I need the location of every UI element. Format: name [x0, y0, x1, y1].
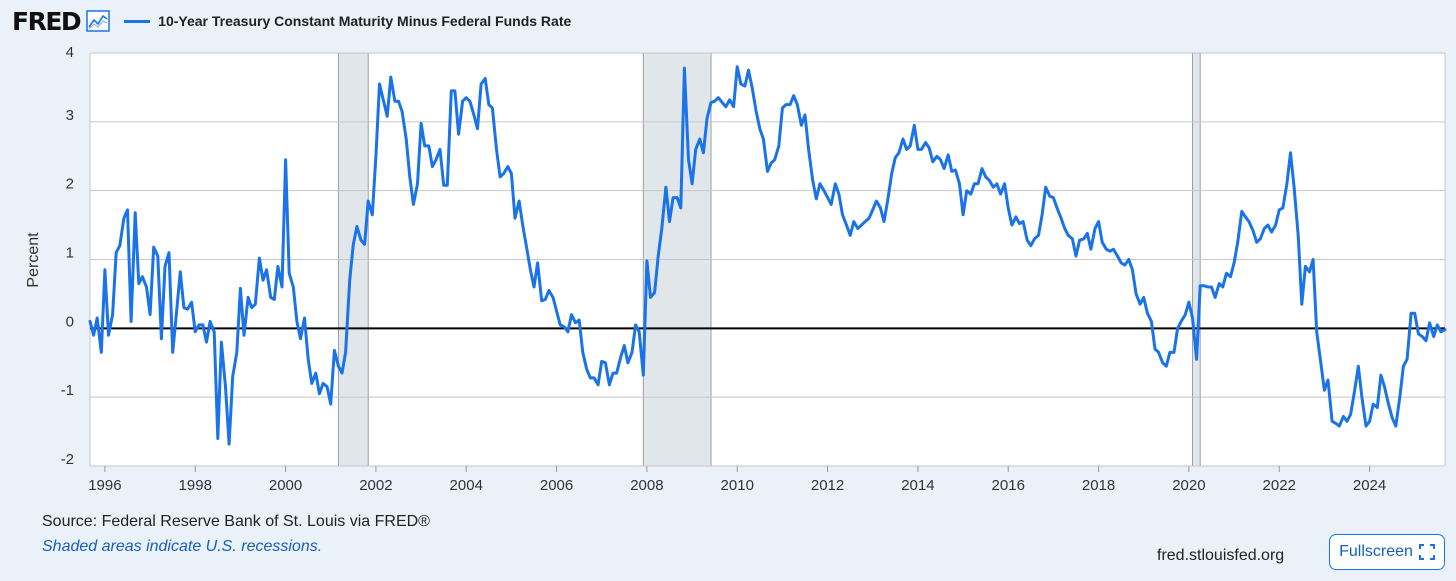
site-link[interactable]: fred.stlouisfed.org	[1157, 547, 1285, 564]
y-axis-label: Percent	[25, 232, 42, 288]
y-tick-label: 1	[66, 245, 74, 262]
y-tick-label: -1	[61, 382, 74, 399]
source-note: Source: Federal Reserve Bank of St. Loui…	[42, 513, 430, 530]
x-tick-label: 2022	[1263, 477, 1296, 494]
recession-note: Shaded areas indicate U.S. recessions.	[42, 538, 323, 555]
line-chart: 4 3 2 1 0 -1 -2 1996 1998 2000 2002 2004 2006 2008 20…	[25, 44, 1447, 494]
x-tick-label: 2014	[901, 477, 934, 494]
series-line	[88, 65, 1447, 446]
x-tick-label: 2020	[1172, 477, 1205, 494]
x-tick-label: 2002	[359, 477, 392, 494]
x-tick-label: 2010	[721, 477, 754, 494]
x-tick-label: 2004	[450, 477, 483, 494]
y-tick-label: -2	[61, 451, 74, 468]
fullscreen-label: Fullscreen	[1339, 543, 1413, 560]
series-line-path	[88, 65, 1447, 446]
x-tick-label: 2024	[1353, 477, 1386, 494]
y-tick-label: 0	[66, 313, 74, 330]
x-tick-label: 2000	[269, 477, 302, 494]
x-axis-ticks: 1996 1998 2000 2002 2004 2006 2008 2010 2012 2014…	[88, 466, 1386, 494]
x-tick-label: 1996	[88, 477, 121, 494]
y-tick-label: 2	[66, 176, 74, 193]
legend-swatch	[124, 19, 151, 23]
y-tick-label: 4	[66, 44, 74, 61]
fullscreen-button[interactable]: Fullscreen	[1329, 534, 1445, 570]
gridlines	[89, 52, 1446, 467]
fred-logo[interactable]: FRED	[12, 6, 82, 36]
legend-label: 10-Year Treasury Constant Maturity Minus…	[158, 13, 572, 29]
chart-header: FRED 10-Year Treasury Constant Maturity …	[12, 6, 571, 36]
expand-icon	[1418, 544, 1435, 560]
x-tick-label: 2018	[1082, 477, 1115, 494]
x-tick-label: 1998	[179, 477, 212, 494]
x-tick-label: 2008	[630, 477, 663, 494]
chart-legend: 10-Year Treasury Constant Maturity Minus…	[124, 13, 571, 29]
y-axis-ticks: 4 3 2 1 0 -1 -2	[61, 44, 74, 468]
x-tick-label: 2016	[992, 477, 1025, 494]
x-tick-label: 2006	[540, 477, 573, 494]
x-tick-label: 2012	[811, 477, 844, 494]
chart-line-icon	[86, 10, 110, 32]
y-tick-label: 3	[66, 107, 74, 124]
